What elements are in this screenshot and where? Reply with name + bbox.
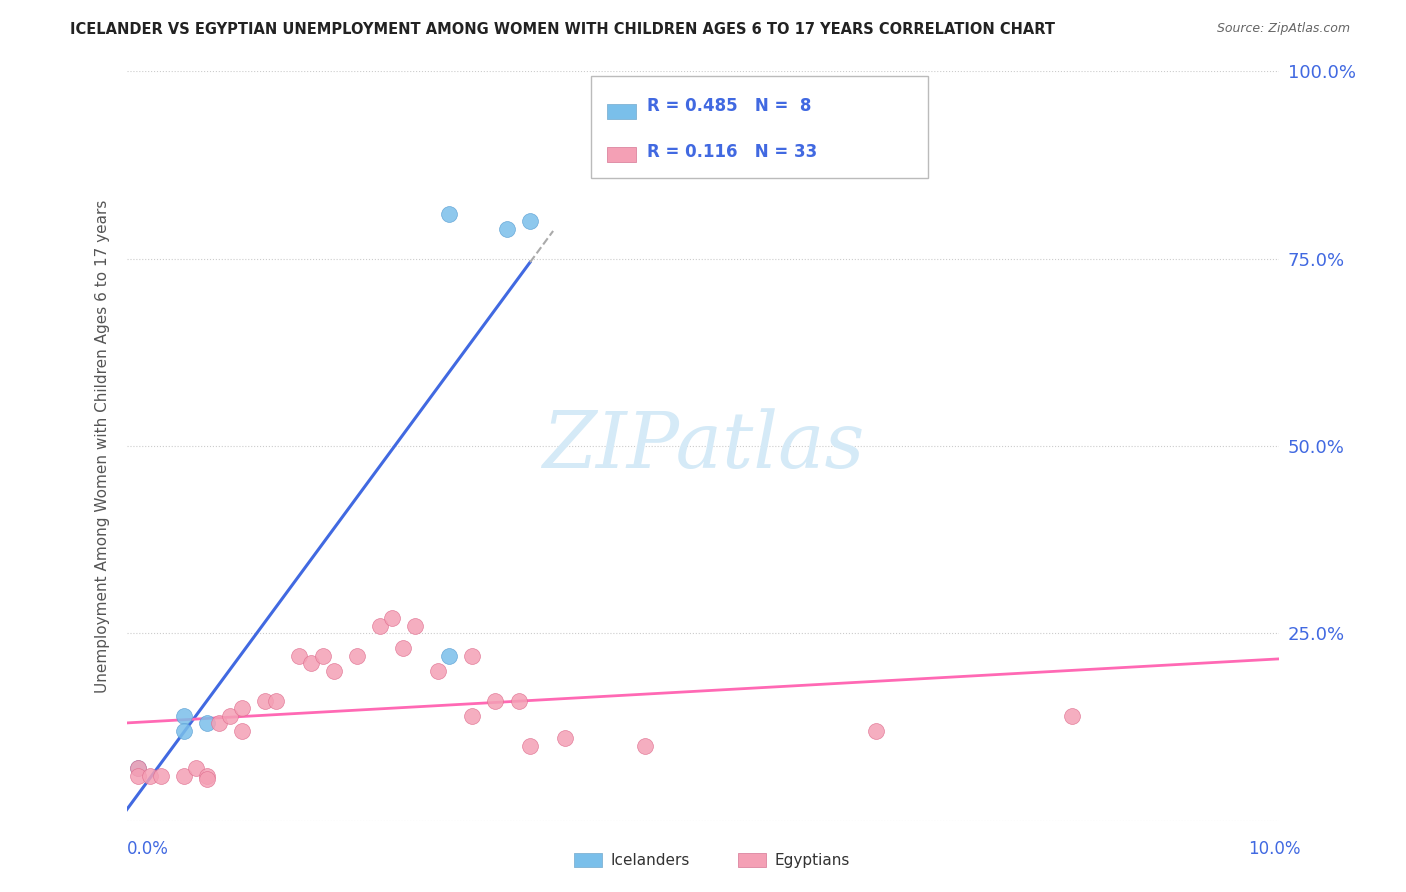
Point bbox=[288, 648, 311, 663]
Point bbox=[231, 701, 253, 715]
Point bbox=[519, 214, 541, 228]
Point bbox=[299, 657, 322, 671]
Point bbox=[195, 769, 218, 783]
Text: 10.0%: 10.0% bbox=[1249, 840, 1301, 858]
Point bbox=[426, 664, 449, 678]
Point bbox=[404, 619, 426, 633]
Point bbox=[1060, 708, 1083, 723]
Point bbox=[634, 739, 657, 753]
Point bbox=[127, 761, 149, 775]
Point bbox=[392, 641, 415, 656]
Point bbox=[173, 769, 195, 783]
Point bbox=[219, 708, 242, 723]
Point bbox=[496, 221, 519, 235]
Point bbox=[381, 611, 404, 625]
Point bbox=[127, 769, 149, 783]
Point bbox=[231, 723, 253, 738]
Point bbox=[461, 708, 484, 723]
Point bbox=[439, 648, 461, 663]
Point bbox=[508, 694, 530, 708]
Point bbox=[266, 694, 288, 708]
Y-axis label: Unemployment Among Women with Children Ages 6 to 17 years: Unemployment Among Women with Children A… bbox=[94, 199, 110, 693]
Point bbox=[323, 664, 346, 678]
Text: 0.0%: 0.0% bbox=[127, 840, 169, 858]
Point bbox=[208, 716, 231, 731]
Text: Egyptians: Egyptians bbox=[775, 853, 851, 868]
Text: Source: ZipAtlas.com: Source: ZipAtlas.com bbox=[1216, 22, 1350, 36]
Point bbox=[150, 769, 173, 783]
Point bbox=[554, 731, 576, 746]
Text: R = 0.116   N = 33: R = 0.116 N = 33 bbox=[647, 143, 817, 161]
Point bbox=[253, 694, 276, 708]
Point bbox=[173, 708, 195, 723]
Point bbox=[127, 761, 149, 775]
Text: ZIPatlas: ZIPatlas bbox=[541, 408, 865, 484]
Point bbox=[519, 739, 541, 753]
Point bbox=[461, 648, 484, 663]
Point bbox=[195, 716, 218, 731]
Point bbox=[184, 761, 207, 775]
Point bbox=[865, 723, 887, 738]
Point bbox=[346, 648, 368, 663]
Point bbox=[195, 772, 218, 787]
Text: R = 0.485   N =  8: R = 0.485 N = 8 bbox=[647, 97, 811, 115]
Point bbox=[484, 694, 506, 708]
Point bbox=[138, 769, 160, 783]
Point bbox=[439, 207, 461, 221]
Text: ICELANDER VS EGYPTIAN UNEMPLOYMENT AMONG WOMEN WITH CHILDREN AGES 6 TO 17 YEARS : ICELANDER VS EGYPTIAN UNEMPLOYMENT AMONG… bbox=[70, 22, 1056, 37]
Point bbox=[311, 648, 333, 663]
Text: Icelanders: Icelanders bbox=[610, 853, 689, 868]
Point bbox=[368, 619, 391, 633]
Point bbox=[173, 723, 195, 738]
